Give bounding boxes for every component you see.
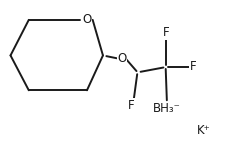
Text: O: O: [117, 52, 127, 65]
Text: F: F: [190, 60, 196, 73]
Text: F: F: [162, 26, 169, 39]
Text: K⁺: K⁺: [197, 124, 210, 137]
Text: BH₃⁻: BH₃⁻: [153, 102, 181, 115]
Text: F: F: [128, 99, 135, 112]
Text: O: O: [82, 13, 92, 26]
